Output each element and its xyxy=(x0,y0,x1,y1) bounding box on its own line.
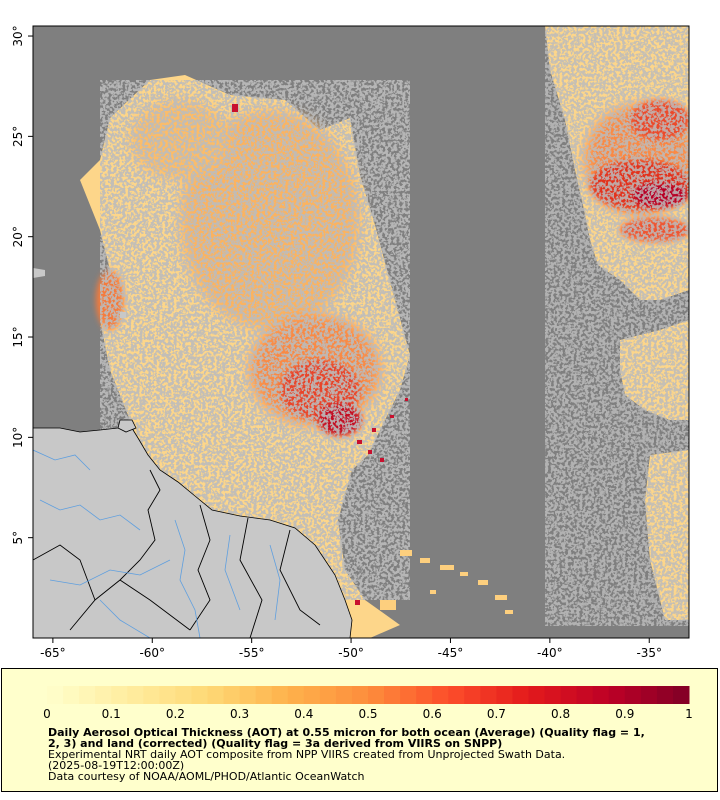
colorbar-cell xyxy=(239,686,257,704)
aot-map: -65° -60° -55° -50° -45° -40° -35° 5° 10° 15° 20°… xyxy=(11,25,690,660)
colorbar-cell xyxy=(255,686,273,704)
aot-swath-east xyxy=(545,26,689,626)
colorbar-tick-label: 0.6 xyxy=(423,707,442,721)
colorbar-tick-label: 1 xyxy=(685,707,693,721)
colorbar-cell xyxy=(432,686,449,704)
colorbar-cell xyxy=(351,686,369,704)
colorbar-cell xyxy=(319,686,337,704)
x-tick-label: -35° xyxy=(636,646,662,660)
colorbar-tick-label: 0.5 xyxy=(358,707,377,721)
x-tick-label: -55° xyxy=(239,646,265,660)
y-tick-label: 30° xyxy=(11,25,25,46)
country-borders xyxy=(33,469,321,638)
x-tick-label: -65° xyxy=(40,646,66,660)
land-caribbean-islands xyxy=(33,268,126,318)
plume-edge-pixels xyxy=(232,104,408,605)
land-south-america xyxy=(33,424,353,638)
colorbar-cell xyxy=(63,686,80,704)
colorbar-cell xyxy=(143,686,160,704)
x-tick-label: -40° xyxy=(537,646,563,660)
land xyxy=(33,268,353,638)
colorbar-cell xyxy=(159,686,176,704)
colorbar-tick-label: 0.9 xyxy=(615,707,634,721)
plot-area xyxy=(33,26,689,638)
y-tick-label: 15° xyxy=(11,326,25,347)
colorbar-cell xyxy=(384,686,401,704)
speckle-gaps-east xyxy=(545,26,689,626)
colorbar-cell xyxy=(560,686,578,704)
land-trinidad xyxy=(117,419,137,433)
colorbar-tick-label: 0.4 xyxy=(294,707,313,721)
rivers xyxy=(33,449,281,638)
colorbar-cell xyxy=(335,686,353,704)
colorbar-cell xyxy=(480,686,497,704)
colorbar-cell xyxy=(496,686,513,704)
colorbar-cell xyxy=(368,686,385,704)
colorbar-cell xyxy=(303,686,321,704)
colorbar-cell xyxy=(544,686,562,704)
colorbar-cell xyxy=(528,686,546,704)
colorbar-cell xyxy=(448,686,465,704)
colorbar-cell xyxy=(287,686,305,704)
colorbar-cell xyxy=(95,686,112,704)
x-tick-label: -45° xyxy=(438,646,464,660)
colorbar-tick-label: 0 xyxy=(43,707,51,721)
colorbar-cell xyxy=(592,686,610,704)
colorbar-tick-label: 0.2 xyxy=(166,707,185,721)
offshore-pixels xyxy=(380,550,513,614)
colorbar-cell xyxy=(464,686,481,704)
colorbar-cell xyxy=(191,686,208,704)
colorbar-ticks: 0 0.1 0.2 0.3 0.4 0.5 0.6 0.7 0.8 0.9 1 xyxy=(43,707,693,721)
credit-line1: Experimental NRT daily AOT composite fro… xyxy=(48,748,566,761)
colorbar-cell xyxy=(624,686,642,704)
colorbar-cell xyxy=(271,686,289,704)
colorbar-tick-label: 0.1 xyxy=(102,707,121,721)
y-tick-label: 10° xyxy=(11,427,25,448)
colorbar-cell xyxy=(47,686,64,704)
colorbar-cell xyxy=(127,686,144,704)
y-axis: 5° 10° 15° 20° 25° 30° xyxy=(11,25,33,544)
x-tick-label: -60° xyxy=(139,646,165,660)
colorbar-cell xyxy=(416,686,433,704)
colorbar-cell xyxy=(608,686,626,704)
y-tick-label: 25° xyxy=(11,126,25,147)
colorbar-tick-label: 0.8 xyxy=(551,707,570,721)
colorbar-cell xyxy=(576,686,594,704)
legend-title-line1: Daily Aerosol Optical Thickness (AOT) at… xyxy=(48,726,645,739)
x-tick-label: -50° xyxy=(338,646,364,660)
colorbar-cell xyxy=(400,686,417,704)
y-tick-label: 5° xyxy=(11,531,25,545)
credit-line3: Data courtesy of NOAA/AOML/PHOD/Atlantic… xyxy=(48,770,365,783)
colorbar-cell xyxy=(672,686,690,704)
colorbar-tick-label: 0.3 xyxy=(230,707,249,721)
credit-line2: (2025-08-19T12:00:00Z) xyxy=(48,759,185,772)
y-tick-label: 20° xyxy=(11,226,25,247)
colorbar-tick-label: 0.7 xyxy=(487,707,506,721)
colorbar-cell xyxy=(207,686,225,704)
colorbar-cell xyxy=(79,686,96,704)
colorbar-cell xyxy=(512,686,529,704)
colorbar-cell xyxy=(175,686,192,704)
colorbar-cell xyxy=(223,686,241,704)
colorbar-cell xyxy=(656,686,674,704)
colorbar-cell xyxy=(111,686,128,704)
legend-title-line2: 2, 3) and land (corrected) (Quality flag… xyxy=(48,737,503,750)
plot-frame xyxy=(32,25,690,639)
colorbar-cell xyxy=(640,686,658,704)
colorbar-cells xyxy=(47,686,690,704)
x-axis: -65° -60° -55° -50° -45° -40° -35° xyxy=(40,638,662,660)
